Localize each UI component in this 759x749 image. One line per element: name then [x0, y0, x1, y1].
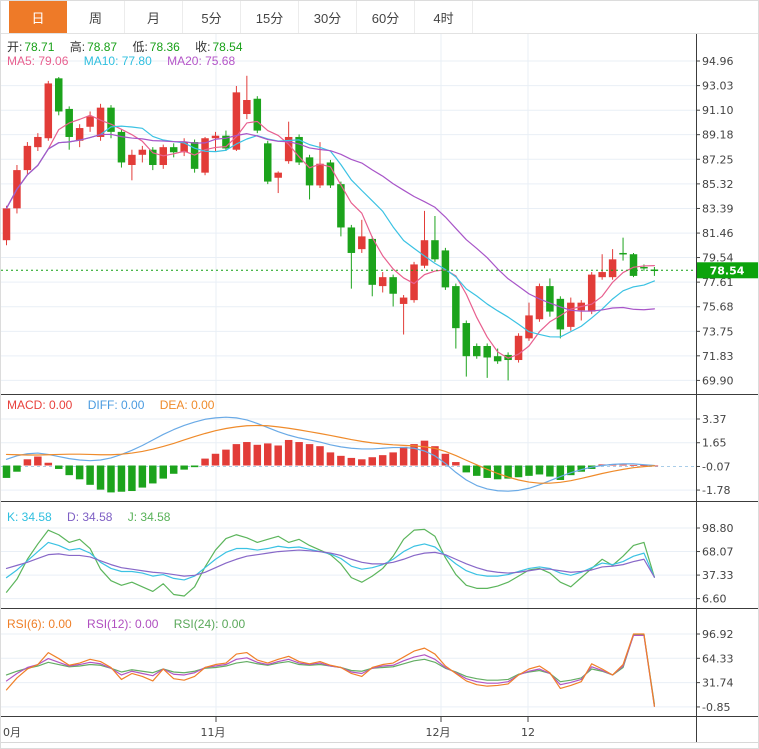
y-axis-tick: 94.96: [702, 55, 734, 68]
y-axis-tick: 77.61: [702, 276, 734, 289]
tab-4hour[interactable]: 4时: [415, 1, 473, 33]
macd-histogram: [2, 439, 659, 493]
axes-layer: 94.96 93.03 91.10 89.18 87.25 85.32 83.39 81.46…: [1, 34, 758, 743]
x-axis-label: 0月: [3, 726, 21, 739]
y-axis-tick: 31.74: [702, 677, 734, 690]
tab-60min[interactable]: 60分: [357, 1, 415, 33]
y-axis-tick: 79.54: [702, 252, 734, 265]
y-axis-tick: 98.80: [702, 522, 734, 535]
svg-text:78.54: 78.54: [710, 264, 745, 277]
y-axis-tick: 91.10: [702, 104, 734, 117]
y-axis-tick: 71.83: [702, 350, 734, 363]
tab-day[interactable]: 日: [9, 1, 67, 33]
y-axis-tick: -1.78: [702, 484, 730, 497]
tab-week[interactable]: 周: [67, 1, 125, 33]
y-axis-tick: -0.07: [702, 460, 730, 473]
y-axis-tick: 87.25: [702, 153, 734, 166]
y-axis-tick: 81.46: [702, 227, 734, 240]
y-axis-tick: 3.37: [702, 413, 727, 426]
current-price-badge: 78.54: [697, 262, 758, 279]
y-axis-tick: 89.18: [702, 129, 734, 142]
tab-5min[interactable]: 5分: [183, 1, 241, 33]
x-axis-label: 12月: [426, 726, 451, 739]
rsi12-line: [5, 634, 656, 707]
y-axis-tick: 93.03: [702, 80, 734, 93]
ma5-line: [5, 114, 656, 359]
y-axis-tick: 64.33: [702, 652, 734, 665]
x-axis-label: 11月: [201, 726, 226, 739]
y-axis-tick: 73.75: [702, 325, 734, 338]
tab-15min[interactable]: 15分: [241, 1, 299, 33]
y-axis-tick: 1.65: [702, 437, 727, 450]
y-axis-tick: 83.39: [702, 202, 734, 215]
rsi6-line: [5, 633, 656, 707]
y-axis-tick: 96.92: [702, 628, 734, 641]
k-line: [5, 541, 656, 581]
dea-line: [5, 424, 656, 484]
series-layer: [1, 75, 696, 707]
gridlines: [1, 34, 696, 716]
timeframe-tabbar: 日 周 月 5分 15分 30分 60分 4时: [1, 1, 758, 34]
diff-line: [5, 416, 656, 492]
candles-layer: [2, 75, 659, 381]
y-axis-tick: 75.68: [702, 301, 734, 314]
y-axis-tick: 69.90: [702, 374, 734, 387]
y-axis-tick: 68.07: [702, 546, 734, 559]
tab-30min[interactable]: 30分: [299, 1, 357, 33]
rsi24-line: [5, 634, 656, 705]
y-axis-tick: 6.60: [702, 593, 727, 606]
j-line: [5, 528, 656, 597]
ma20-line: [5, 133, 656, 312]
chart-canvas[interactable]: 94.96 93.03 91.10 89.18 87.25 85.32 83.39 81.46…: [1, 34, 759, 749]
tab-month[interactable]: 月: [125, 1, 183, 33]
d-line: [5, 549, 656, 578]
y-axis-tick: -0.85: [702, 701, 730, 714]
y-axis-tick: 37.33: [702, 569, 734, 582]
y-axis-tick: 85.32: [702, 178, 734, 191]
x-axis-label: 12: [521, 726, 535, 739]
